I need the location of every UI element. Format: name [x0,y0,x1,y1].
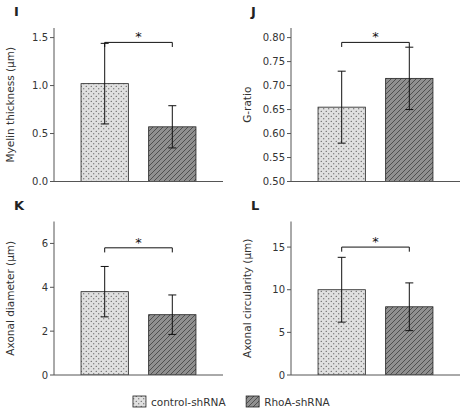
y-axis-line [291,222,292,376]
panel: L Axonal circularity (μm) 0 5 10 15 * [241,198,460,381]
legend-swatch [133,396,146,407]
legend-swatch [246,396,259,407]
y-tick-label: 0 [42,370,48,381]
y-tick-label: 1.0 [32,80,48,91]
x-axis-line [291,181,460,182]
y-tick [50,243,54,244]
error-bar [338,257,346,322]
annotation: * [135,29,142,44]
y-tick-label: 0.70 [263,80,285,91]
y-tick-label: 0.55 [263,152,285,163]
plot-area [81,248,196,375]
y-axis-label: G-ratio [241,87,253,123]
y-tick-label: 4 [42,282,48,293]
y-tick-label: 0.60 [263,128,285,139]
y-tick-label: 0.75 [263,56,285,67]
y-tick [50,375,54,376]
y-tick-label: 0.65 [263,104,285,115]
error-bar [101,43,109,124]
y-tick [287,133,291,134]
figure: I Myelin thickness (μm) 0.0 0.5 1.0 1.5 * J G-ra… [0,0,474,417]
y-tick [287,109,291,110]
y-tick [287,289,291,290]
legend: control-shRNA RhoA-shRNA [133,396,331,408]
x-axis-line [291,375,460,376]
plot-area [81,42,196,181]
y-tick-label: 0.80 [263,32,285,43]
y-tick [287,375,291,376]
panel-title: I [14,4,19,19]
y-tick [50,287,54,288]
x-axis-line [54,181,223,182]
panel-title: L [251,198,259,213]
y-tick-label: 0 [279,370,285,381]
panel: J G-ratio 0.50 0.55 0.60 0.65 0.70 0.75 0.80 * [241,4,460,417]
y-tick [287,85,291,86]
y-axis-line [54,28,55,182]
y-tick-label: 5 [279,327,285,338]
plot-area [318,42,433,181]
annotation: * [135,235,142,250]
legend-label: RhoA-shRNA [264,396,330,408]
annotation: * [372,29,379,44]
annotation: * [372,234,379,249]
error-bar [168,106,176,148]
panel: K Axonal diameter (μm) 0 2 4 6 * [4,198,223,381]
error-bar [405,283,413,331]
y-tick-label: 0.0 [32,176,48,187]
y-tick [50,37,54,38]
y-tick-label: 1.5 [32,32,48,43]
y-tick-label: 15 [272,242,285,253]
error-bar [338,71,346,143]
plot-area [318,247,433,375]
y-tick [287,332,291,333]
y-tick [50,181,54,182]
y-tick [50,85,54,86]
y-tick [287,37,291,38]
y-tick [287,61,291,62]
y-axis-label: Myelin thickness (μm) [4,47,16,163]
y-tick [50,331,54,332]
y-tick-label: 10 [272,284,285,295]
x-axis-line [54,375,223,376]
error-bar [405,47,413,109]
panel: I Myelin thickness (μm) 0.0 0.5 1.0 1.5 * [4,4,223,187]
y-tick-label: 0.5 [32,128,48,139]
legend-label: control-shRNA [151,396,226,408]
y-tick [50,133,54,134]
panel-title: J [250,4,256,19]
y-axis-line [54,222,55,376]
y-tick [287,157,291,158]
y-tick-label: 0.50 [263,176,285,187]
y-tick [287,247,291,248]
error-bar [168,295,176,334]
y-tick [287,181,291,182]
y-axis-label: Axonal circularity (μm) [241,239,253,358]
y-tick-label: 2 [42,326,48,337]
panel-title: K [14,198,25,213]
error-bar [101,266,109,316]
y-tick-label: 6 [42,238,48,249]
y-axis-label: Axonal diameter (μm) [4,241,16,356]
y-axis-line [291,28,292,182]
